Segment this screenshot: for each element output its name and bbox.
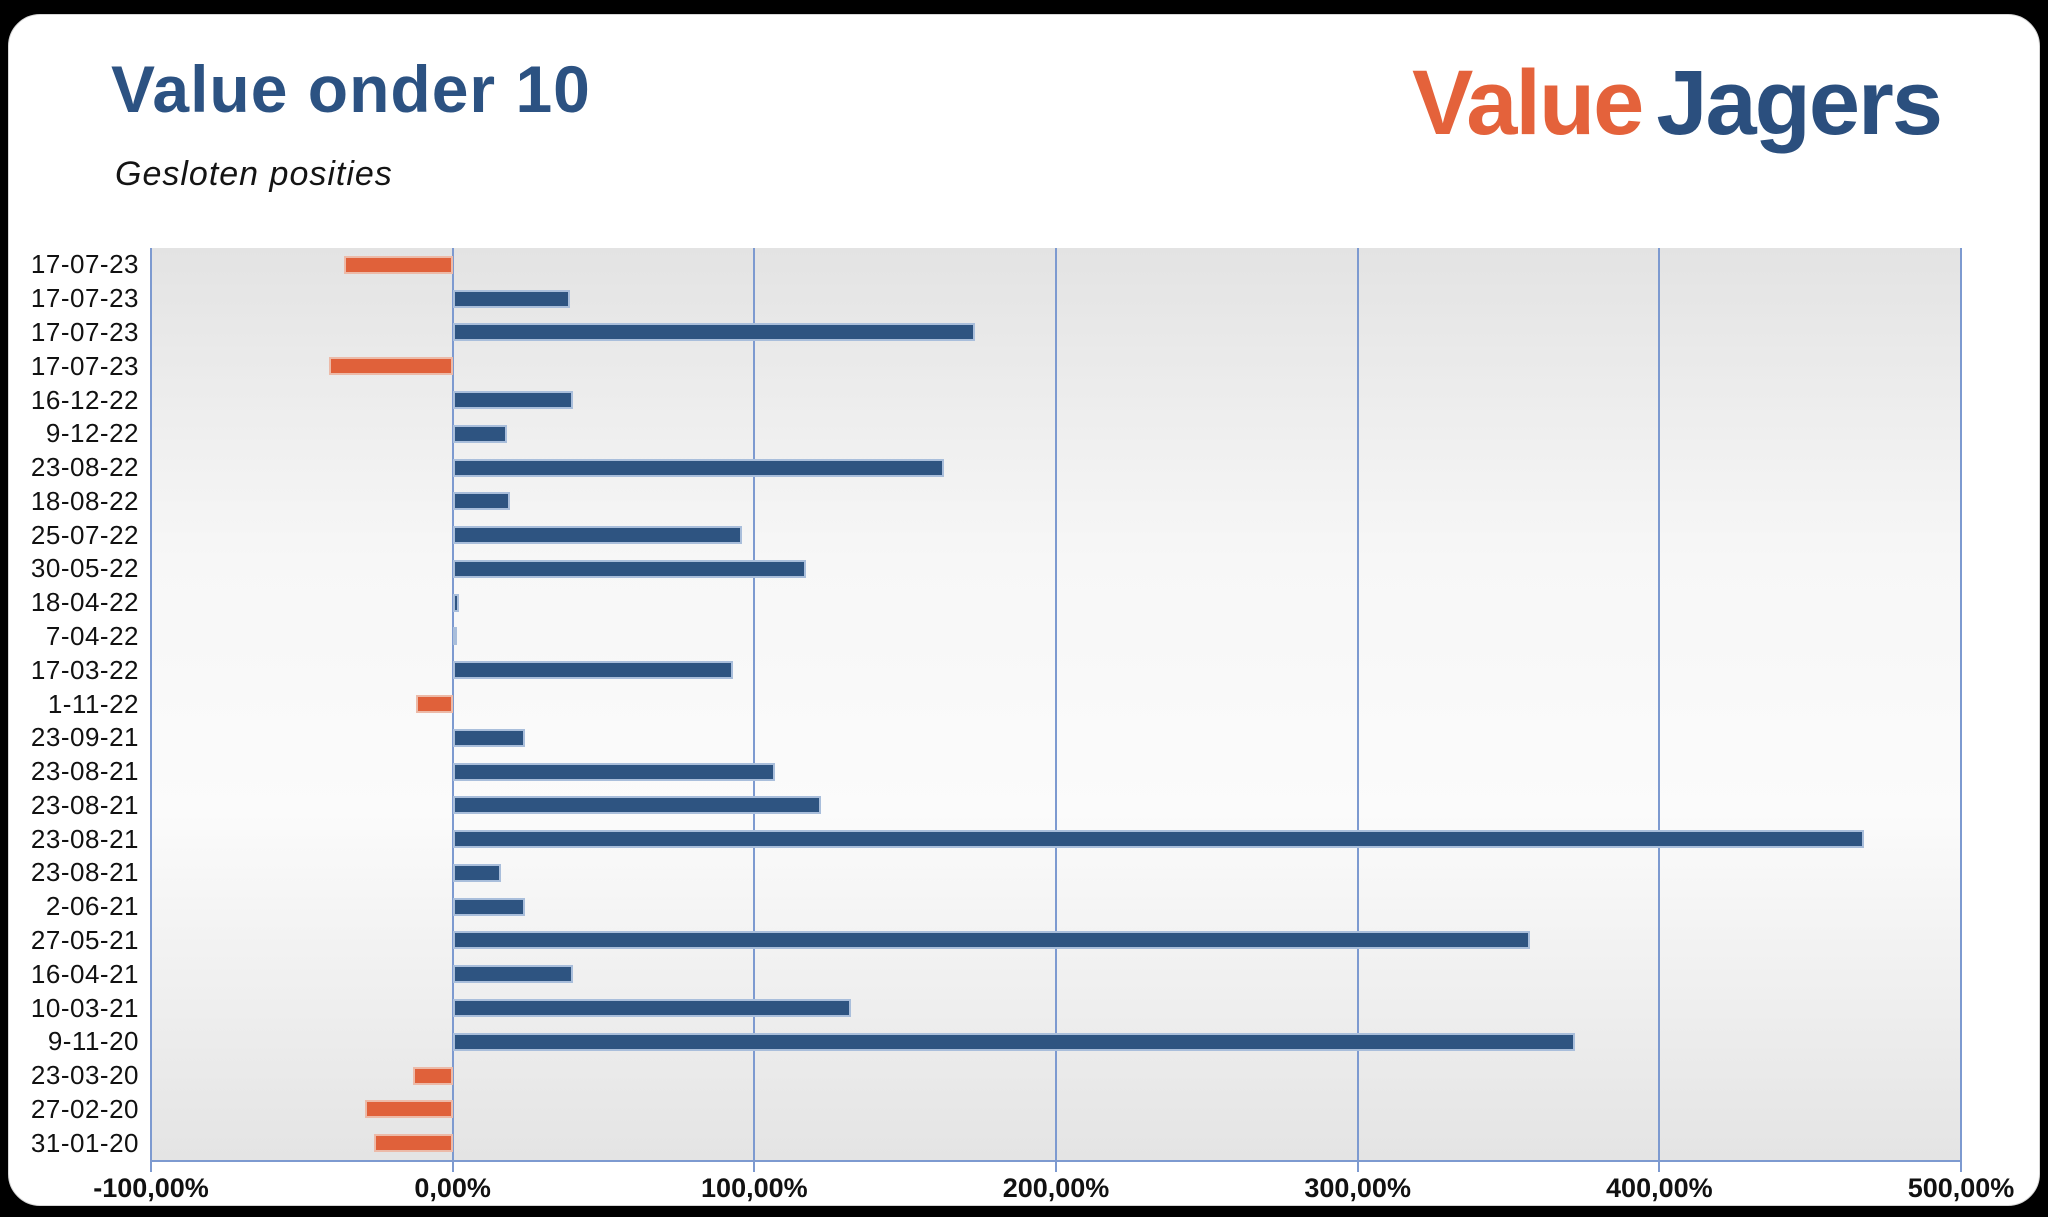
chart-card: Value onder 10 Gesloten posities Value Ja… xyxy=(8,14,2040,1206)
y-axis-label: 17-07-23 xyxy=(30,283,139,314)
y-axis-label: 31-01-20 xyxy=(30,1127,139,1158)
bar xyxy=(452,796,821,815)
bar xyxy=(452,390,574,409)
x-axis-labels: -100,00% 0,00% 100,00% 200,00% 300,00% 400,00… xyxy=(93,1173,2014,1207)
x-axis-label: -100,00% xyxy=(93,1173,209,1203)
bar xyxy=(452,526,743,545)
y-axis-label: 9-11-20 xyxy=(47,1026,139,1057)
y-axis-label: 17-03-22 xyxy=(30,654,139,685)
y-axis-label: 23-08-21 xyxy=(30,756,139,787)
y-axis-label: 2-06-21 xyxy=(45,891,139,922)
axis-tick xyxy=(1658,1160,1661,1172)
x-axis-label: 0,00% xyxy=(414,1173,491,1203)
y-axis-label: 23-08-21 xyxy=(30,789,139,820)
x-axis-label: 400,00% xyxy=(1606,1173,1713,1203)
bar xyxy=(452,999,851,1017)
y-axis-label: 30-05-22 xyxy=(30,553,139,584)
y-axis-labels: 17-07-23 17-07-23 17-07-23 17-07-23 16-12-22… xyxy=(15,248,139,1160)
bar xyxy=(365,1100,453,1119)
page-subtitle: Gesloten posities xyxy=(115,155,393,193)
gridline xyxy=(1055,248,1057,1160)
y-axis-label: 25-07-22 xyxy=(30,519,139,550)
bar xyxy=(452,931,1530,950)
y-axis-label: 16-04-21 xyxy=(30,958,139,989)
gridline xyxy=(1658,248,1661,1160)
y-axis-label: 18-04-22 xyxy=(30,587,139,618)
axis-tick xyxy=(1055,1160,1057,1172)
bar xyxy=(452,627,457,646)
gridline xyxy=(1356,248,1359,1160)
y-axis-label: 10-03-21 xyxy=(30,992,139,1023)
y-axis-label: 23-08-22 xyxy=(30,452,139,483)
axis-tick xyxy=(1960,1160,1962,1172)
bar xyxy=(452,728,526,747)
bar xyxy=(452,762,776,781)
y-axis-label: 7-04-22 xyxy=(45,620,139,651)
bar xyxy=(452,661,734,680)
bar xyxy=(452,559,806,578)
bar xyxy=(374,1134,453,1153)
gridline xyxy=(150,248,152,1160)
bar xyxy=(344,255,453,274)
y-axis-label: 9-12-22 xyxy=(45,418,139,449)
bar xyxy=(452,965,574,984)
bar xyxy=(452,289,571,308)
bar xyxy=(452,897,526,916)
bar xyxy=(452,458,945,477)
y-axis-label: 1-11-22 xyxy=(47,688,139,719)
gridline xyxy=(1960,248,1962,1160)
y-axis-label: 23-09-21 xyxy=(30,722,139,753)
x-axis-label: 500,00% xyxy=(1907,1173,2015,1203)
y-axis-label: 17-07-23 xyxy=(30,249,139,280)
valuejagers-logo: Value Jagers xyxy=(1411,51,1943,156)
axis-tick xyxy=(150,1160,152,1172)
y-axis-label: 23-08-21 xyxy=(30,857,139,888)
y-axis-label: 17-07-23 xyxy=(30,316,139,347)
x-axis-label: 300,00% xyxy=(1304,1173,1411,1203)
axis-tick xyxy=(1356,1160,1359,1172)
y-axis-label: 18-08-22 xyxy=(30,485,139,516)
y-axis-label: 17-07-23 xyxy=(30,350,139,381)
axis-tick xyxy=(451,1160,454,1172)
chart-header: Value onder 10 Gesloten posities Value Ja… xyxy=(9,15,2039,235)
plot-area xyxy=(150,248,1962,1172)
bar xyxy=(452,492,510,511)
logo-jagers: Jagers xyxy=(1656,52,1943,154)
bar xyxy=(452,593,459,612)
gridline xyxy=(451,248,454,1160)
gridline xyxy=(753,248,756,1160)
y-axis-label: 27-05-21 xyxy=(30,925,139,956)
logo-value: Value xyxy=(1411,52,1644,154)
bar xyxy=(452,424,507,443)
page-title: Value onder 10 xyxy=(111,52,591,126)
bar xyxy=(416,695,453,713)
bar xyxy=(452,830,1865,849)
y-axis-label: 23-03-20 xyxy=(30,1060,139,1091)
y-axis-label: 27-02-20 xyxy=(30,1093,139,1124)
bar xyxy=(452,323,975,342)
x-axis-label: 100,00% xyxy=(701,1173,808,1203)
bar xyxy=(452,1032,1575,1051)
bar xyxy=(328,357,453,376)
x-axis-label: 200,00% xyxy=(1002,1173,1110,1203)
axis-tick xyxy=(753,1160,756,1172)
bar xyxy=(413,1066,453,1085)
y-axis-label: 16-12-22 xyxy=(30,384,139,415)
bar xyxy=(452,863,501,882)
y-axis-label: 23-08-21 xyxy=(30,823,139,854)
